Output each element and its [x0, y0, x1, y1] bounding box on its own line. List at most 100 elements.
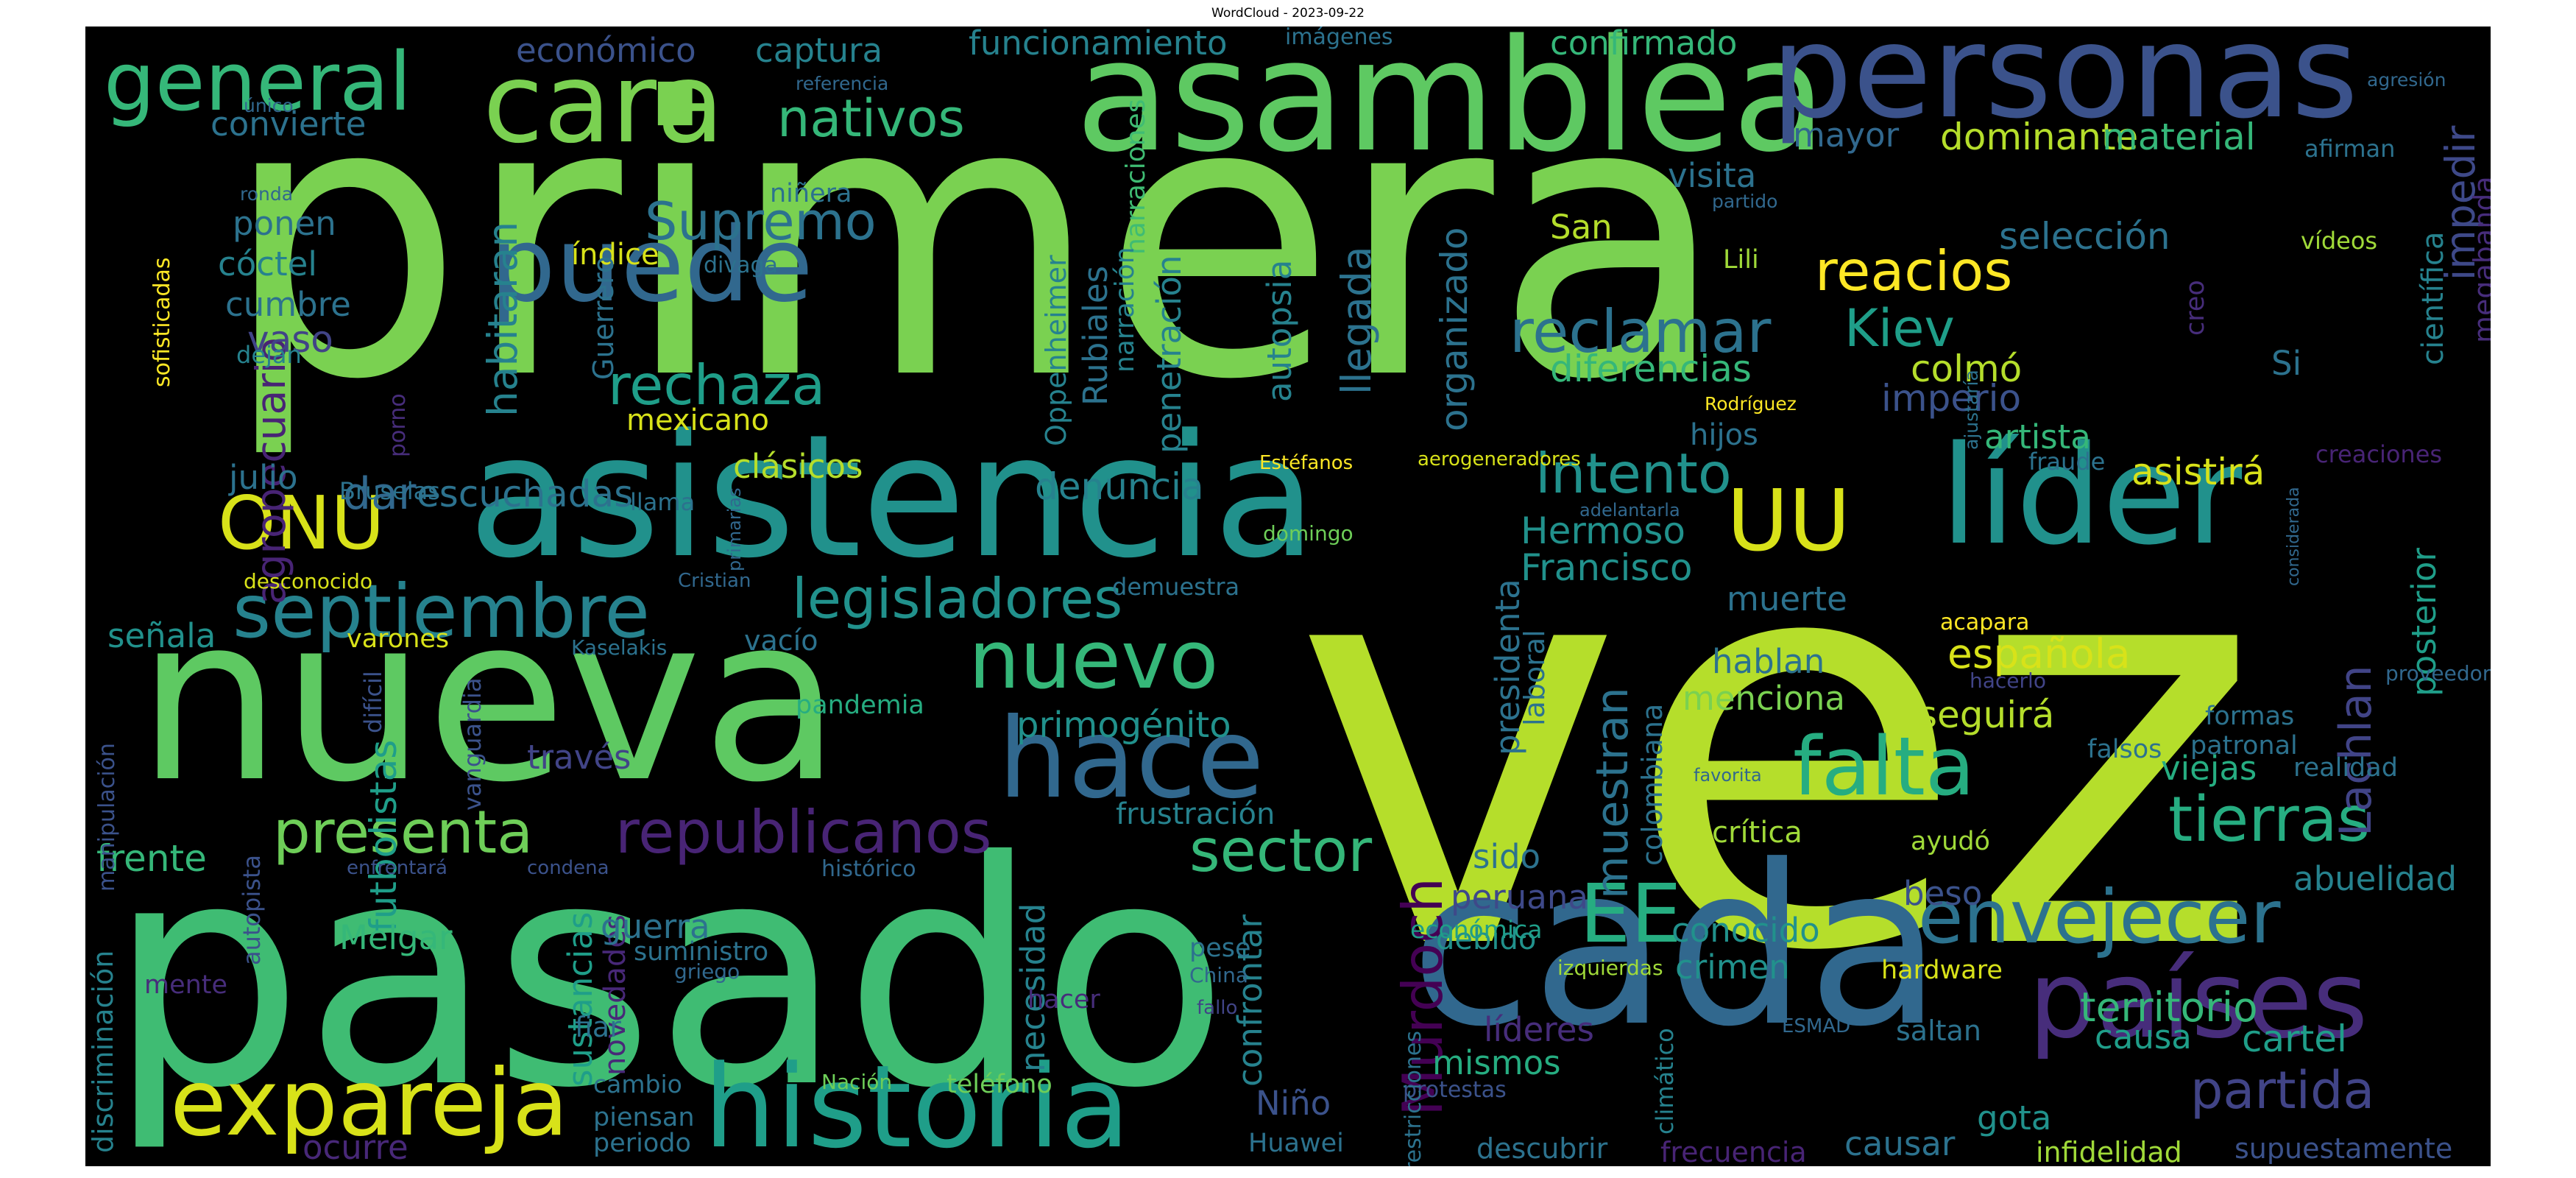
- word-dar: dar: [343, 468, 417, 520]
- word-asistira: asistirá: [2131, 451, 2265, 493]
- word-viejas: viejas: [2161, 749, 2257, 788]
- word-cambio: cambio: [593, 1070, 682, 1098]
- word-vacio: vacío: [744, 624, 818, 657]
- chart-title: WordCloud - 2023-09-22: [1211, 6, 1365, 21]
- word-ajustaria: ajustaría: [1961, 370, 1982, 450]
- word-lachlan: Lachlan: [2330, 665, 2382, 836]
- word-autopsia: autopsia: [1260, 259, 1299, 402]
- word-colombiana: colombiana: [1636, 703, 1669, 866]
- word-ponen: ponen: [233, 204, 336, 243]
- word-colmo: colmó: [1911, 348, 2023, 390]
- word-personas: personas: [1771, 27, 2359, 147]
- word-beso: beso: [1903, 874, 1983, 913]
- word-republicanos: republicanos: [615, 798, 992, 867]
- word-asistencia: asistencia: [468, 399, 1317, 596]
- word-vaso: vaso: [247, 318, 333, 361]
- word-envejecer: envejecer: [1918, 874, 2281, 960]
- word-fallo: fallo: [1197, 997, 1238, 1019]
- word-puede: puede: [490, 205, 813, 325]
- word-senala: señala: [107, 616, 216, 655]
- word-traves: través: [527, 738, 631, 777]
- word-causar: causar: [1844, 1124, 1956, 1163]
- word-hablan: hablan: [1712, 642, 1825, 681]
- word-vez: vez: [1292, 423, 2262, 1073]
- word-llama: llama: [630, 488, 696, 516]
- word-desconocido: desconocido: [244, 569, 373, 593]
- word-partido: partido: [1712, 191, 1778, 212]
- word-si: Si: [2271, 344, 2302, 383]
- word-cristian: Cristian: [678, 570, 751, 592]
- word-pese: pese: [1189, 934, 1251, 963]
- word-china: China: [1189, 963, 1248, 987]
- word-ee: EE: [1579, 867, 1682, 961]
- word-muestran: muestran: [1587, 687, 1638, 899]
- word-nativos: nativos: [777, 88, 965, 149]
- word-indice: índice: [571, 238, 659, 272]
- word-mayor: mayor: [1793, 116, 1900, 155]
- word-descubrir: descubrir: [1476, 1132, 1608, 1165]
- word-frecuencia: frecuencia: [1660, 1136, 1807, 1166]
- word-bruselas: Bruselas: [339, 477, 440, 505]
- word-escuchadas: escuchadas: [417, 473, 634, 515]
- word-creo: creo: [2181, 280, 2210, 336]
- word-adelantarla: adelantarla: [1579, 500, 1680, 521]
- word-imperio: imperio: [1881, 377, 2022, 420]
- word-hijos: hijos: [1690, 418, 1758, 452]
- word-porno: porno: [385, 393, 411, 457]
- word-periodo: periodo: [593, 1129, 691, 1158]
- word-conocido: conocido: [1671, 911, 1820, 950]
- word-varones: varones: [347, 624, 450, 654]
- word-hermoso: Hermoso: [1521, 509, 1685, 552]
- word-nacion: Nación: [821, 1070, 893, 1094]
- word-imagenes: imágenes: [1285, 27, 1393, 50]
- word-intento: intento: [1535, 441, 1732, 506]
- word-visita: visita: [1668, 156, 1757, 195]
- word-divaga: divaga: [704, 253, 778, 278]
- word-cada: cada: [1410, 818, 1943, 1075]
- word-clasicos: clásicos: [733, 447, 863, 486]
- word-mismos: mismos: [1432, 1043, 1561, 1082]
- word-proveedor: proveedor: [2385, 661, 2491, 685]
- word-estefanos: Estéfanos: [1259, 452, 1354, 474]
- word-uu: UU: [1727, 472, 1851, 571]
- word-cartel: cartel: [2242, 1017, 2347, 1060]
- word-megabanda: megabanda: [2468, 176, 2491, 343]
- word-protestas: protestas: [1403, 1077, 1507, 1103]
- word-griego: griego: [674, 959, 740, 984]
- word-economica: económica: [1410, 915, 1543, 944]
- word-denuncia: denuncia: [1035, 465, 1204, 508]
- word-afirman: afirman: [2304, 135, 2396, 163]
- word-legisladores: legisladores: [792, 566, 1123, 631]
- word-kaselakis: Kaselakis: [571, 635, 668, 660]
- word-referencia: referencia: [796, 73, 889, 94]
- word-agresion: agresión: [2367, 69, 2446, 91]
- word-rubiales: Rubiales: [1076, 265, 1115, 406]
- word-cloud-canvas: primera vez pasado nueva cada asistencia asamb…: [85, 27, 2491, 1166]
- word-hacer: hacer: [1027, 985, 1100, 1015]
- word-dejan: dejan: [236, 341, 302, 369]
- word-historico: histórico: [821, 856, 916, 882]
- word-primarias: primarias: [724, 487, 745, 571]
- word-mexicano: mexicano: [626, 403, 769, 437]
- word-territorio: territorio: [2080, 984, 2258, 1031]
- word-creaciones: creaciones: [2315, 440, 2443, 468]
- word-economico: económico: [516, 31, 696, 70]
- word-autopista: autopista: [238, 854, 266, 965]
- word-guerrero: Guerrero: [587, 255, 620, 380]
- word-infidelidad: infidelidad: [2036, 1136, 2182, 1166]
- word-dificil: difícil: [359, 671, 387, 733]
- word-mente: mente: [144, 970, 228, 1000]
- word-cumbre: cumbre: [225, 285, 351, 324]
- word-abuelidad: abuelidad: [2293, 859, 2458, 898]
- word-fiar: fiar: [575, 1011, 621, 1043]
- word-hace: hace: [998, 695, 1264, 823]
- word-nuevo: nuevo: [969, 613, 1219, 707]
- word-oppenheimer: Oppenheimer: [1040, 255, 1072, 446]
- word-piensan: piensan: [593, 1103, 695, 1132]
- word-gota: gota: [1977, 1098, 2052, 1138]
- word-demuestra: demuestra: [1112, 573, 1240, 601]
- word-izquierdas: izquierdas: [1557, 956, 1663, 980]
- word-hardware: hardware: [1881, 956, 2003, 985]
- word-domingo: domingo: [1263, 521, 1354, 546]
- word-habitaran: habitaran: [479, 221, 526, 417]
